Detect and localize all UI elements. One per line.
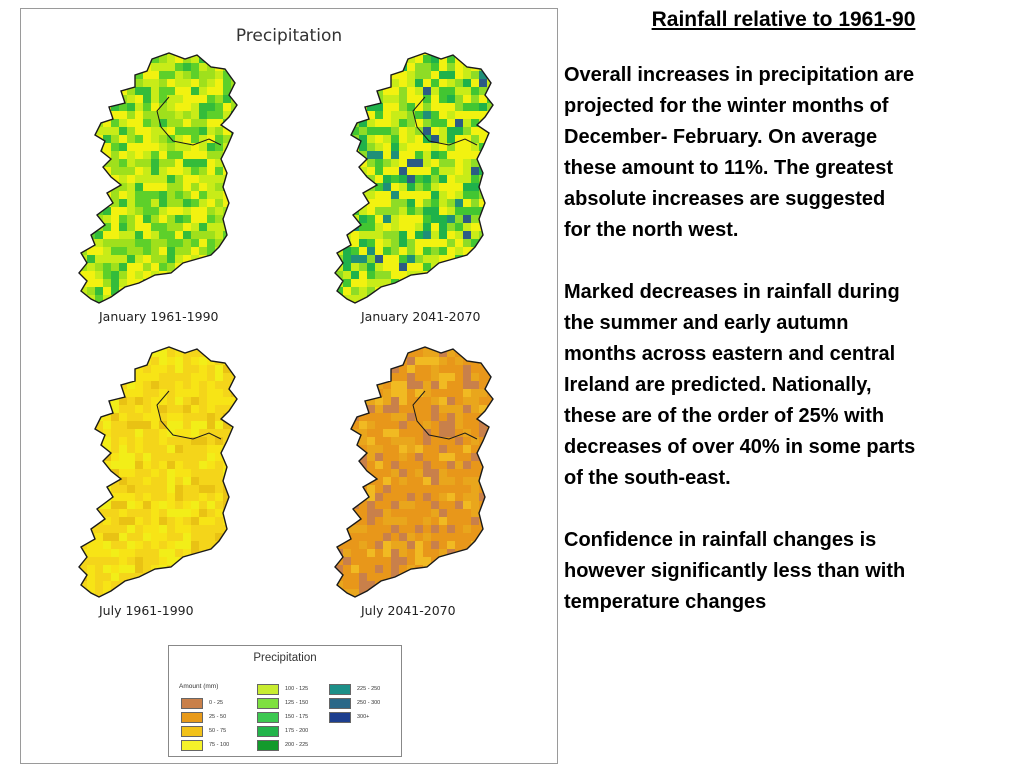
legend-swatch xyxy=(181,712,203,723)
border-line xyxy=(412,96,478,146)
legend-label: 50 - 75 xyxy=(209,728,227,734)
coastline xyxy=(78,52,238,304)
legend-swatch xyxy=(257,698,279,709)
precipitation-legend: Precipitation Amount (mm) 0 - 25 25 - 50… xyxy=(168,645,402,757)
legend-swatch xyxy=(257,684,279,695)
legend-swatch xyxy=(329,698,351,709)
legend-swatch xyxy=(329,712,351,723)
coastline xyxy=(78,346,238,598)
caption-january-2041-2070: January 2041-2070 xyxy=(361,309,481,324)
legend-label: 250 - 300 xyxy=(357,700,381,706)
legend-label: 125 - 150 xyxy=(285,700,309,706)
map-july-2041-2070 xyxy=(334,346,494,598)
legend-label: 225 - 250 xyxy=(357,686,381,692)
caption-january-1961-1990: January 1961-1990 xyxy=(99,309,219,324)
legend-swatch xyxy=(181,740,203,751)
legend-label: 75 - 100 xyxy=(209,742,230,748)
text-panel: Rainfall relative to 1961-90 Overall inc… xyxy=(564,8,1019,649)
coastline xyxy=(334,52,494,304)
paragraph-summer: Marked decreases in rainfall during the … xyxy=(564,281,916,489)
legend-unit-label: Amount (mm) xyxy=(179,683,219,690)
precipitation-figure: Precipitation January 1961-1990 January … xyxy=(20,8,558,764)
legend-label: 150 - 175 xyxy=(285,714,309,720)
slide-heading: Rainfall relative to 1961-90 xyxy=(651,8,916,31)
map-january-2041-2070 xyxy=(334,52,494,304)
border-line xyxy=(156,96,222,146)
legend-label: 200 - 225 xyxy=(285,742,309,748)
legend-title: Precipitation xyxy=(253,652,317,664)
coastline xyxy=(334,346,494,598)
figure-title: Precipitation xyxy=(235,26,343,46)
border-line xyxy=(156,390,222,440)
map-january-1961-1990 xyxy=(78,52,238,304)
legend-swatch xyxy=(181,726,203,737)
legend-swatch xyxy=(257,726,279,737)
legend-label: 0 - 25 xyxy=(209,700,224,706)
legend-label: 175 - 200 xyxy=(285,728,309,734)
caption-july-2041-2070: July 2041-2070 xyxy=(361,603,456,618)
legend-label: 300+ xyxy=(357,714,370,720)
paragraph-confidence: Confidence in rainfall changes is howeve… xyxy=(564,529,906,613)
border-line xyxy=(412,390,478,440)
caption-july-1961-1990: July 1961-1990 xyxy=(99,603,194,618)
paragraph-winter: Overall increases in precipitation are p… xyxy=(564,64,915,241)
map-july-1961-1990 xyxy=(78,346,238,598)
legend-swatch xyxy=(257,740,279,751)
legend-swatch xyxy=(257,712,279,723)
legend-swatch xyxy=(329,684,351,695)
legend-label: 25 - 50 xyxy=(209,714,227,720)
legend-label: 100 - 125 xyxy=(285,686,309,692)
legend-swatch xyxy=(181,698,203,709)
